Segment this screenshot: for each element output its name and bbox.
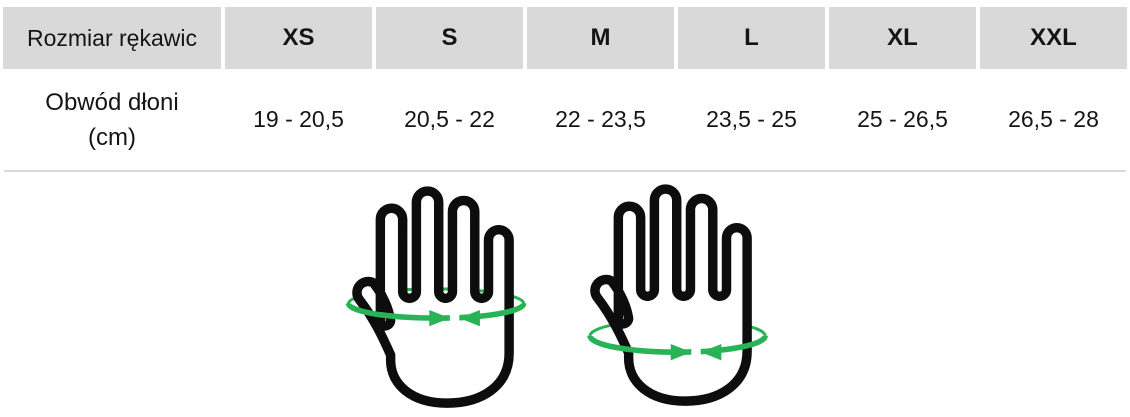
header-size-m: M — [527, 7, 674, 69]
header-size-xxl: XXL — [980, 7, 1127, 69]
table-header-row: Rozmiar rękawic XS S M L XL XXL — [3, 7, 1127, 69]
hand-measure-icon-left — [345, 186, 527, 408]
divider-line — [4, 170, 1126, 172]
size-label: M — [590, 24, 611, 51]
hand-measure-icon-right — [587, 184, 768, 406]
size-label: L — [744, 24, 759, 51]
header-size-xs: XS — [225, 7, 372, 69]
size-label: XL — [887, 24, 918, 51]
value-xs: 19 - 20,5 — [225, 69, 372, 170]
size-label: XXL — [1030, 24, 1077, 51]
hand-outline-icon — [590, 184, 752, 406]
range-value: 20,5 - 22 — [404, 106, 495, 132]
measure-arrow-right-icon — [459, 309, 480, 327]
measure-arrow-left-icon — [429, 309, 450, 327]
measure-arrow-left-icon — [670, 344, 692, 361]
value-s: 20,5 - 22 — [376, 69, 523, 170]
value-xl: 25 - 26,5 — [829, 69, 976, 170]
range-value: 26,5 - 28 — [1008, 106, 1099, 132]
arrow-gap — [691, 344, 701, 360]
row-label-cell: Obwód dłoni (cm) — [3, 69, 221, 170]
header-size-s: S — [376, 7, 523, 69]
row-label-line1: Obwód dłoni — [45, 88, 179, 116]
value-xxl: 26,5 - 28 — [980, 69, 1127, 170]
table-value-row: Obwód dłoni (cm) 19 - 20,5 20,5 - 22 22 … — [3, 69, 1127, 170]
size-label: S — [441, 24, 458, 51]
header-size-xl: XL — [829, 7, 976, 69]
range-value: 25 - 26,5 — [857, 106, 948, 132]
table-title: Rozmiar rękawic — [27, 24, 197, 51]
header-label-cell: Rozmiar rękawic — [3, 7, 221, 69]
range-value: 19 - 20,5 — [253, 106, 344, 132]
range-value: 22 - 23,5 — [555, 106, 646, 132]
measure-arrow-right-icon — [700, 344, 722, 361]
value-m: 22 - 23,5 — [527, 69, 674, 170]
row-label-line2: (cm) — [88, 123, 136, 151]
size-label: XS — [282, 24, 315, 51]
value-l: 23,5 - 25 — [678, 69, 825, 170]
arrow-gap — [449, 310, 460, 326]
hand-outline-icon — [352, 186, 514, 408]
range-value: 23,5 - 25 — [706, 106, 797, 132]
header-size-l: L — [678, 7, 825, 69]
